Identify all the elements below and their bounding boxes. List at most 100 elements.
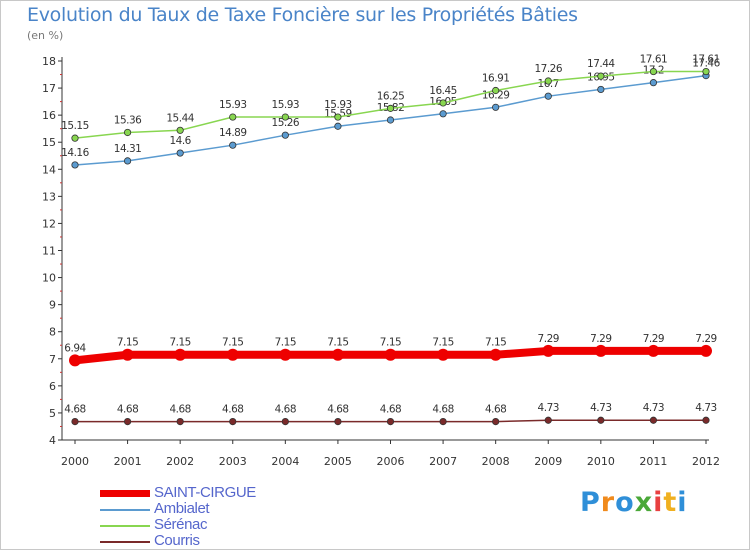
logo-letter: i: [653, 487, 664, 518]
x-tick-label: 2000: [61, 455, 89, 468]
logo-letter: i: [677, 487, 688, 518]
logo-letter: x: [634, 487, 654, 518]
data-label: 4.68: [327, 404, 348, 416]
data-point: [544, 77, 552, 85]
data-label: 4.73: [538, 402, 559, 414]
data-label: 4.68: [380, 404, 401, 416]
data-label: 7.15: [485, 337, 506, 349]
data-point: [542, 344, 555, 357]
y-unit-label: (en %): [27, 29, 64, 42]
data-label: 15.93: [324, 99, 352, 111]
data-point: [226, 348, 239, 361]
legend-swatch: [100, 509, 150, 511]
data-point: [544, 416, 552, 424]
data-label: 17.61: [640, 54, 668, 66]
data-label: 7.15: [222, 337, 243, 349]
proxiti-logo: Proxiti: [580, 487, 688, 518]
data-label: 15.93: [219, 99, 247, 111]
data-label: 15.44: [166, 112, 194, 124]
data-point: [386, 104, 395, 112]
data-point: [544, 92, 552, 100]
data-point: [384, 348, 397, 361]
data-point: [492, 417, 500, 426]
data-label: 6.94: [64, 342, 86, 354]
data-point: [597, 416, 605, 424]
logo-letter: P: [580, 487, 601, 518]
data-point: [174, 348, 187, 361]
data-label: 14.6: [169, 135, 191, 147]
data-label: 17.61: [692, 54, 720, 66]
data-label: 14.31: [114, 143, 142, 155]
data-point: [229, 113, 237, 121]
data-point: [439, 417, 447, 426]
data-label: 4.68: [432, 404, 453, 416]
data-label: 7.29: [643, 333, 664, 345]
x-tick-label: 2007: [429, 455, 457, 468]
data-point: [121, 348, 134, 361]
data-label: 7.29: [590, 333, 611, 345]
legend-swatch: [100, 525, 150, 527]
data-point: [647, 344, 660, 357]
data-label: 4.73: [590, 402, 611, 414]
data-point: [334, 122, 342, 130]
data-point: [334, 417, 342, 426]
data-point: [331, 348, 344, 361]
data-label: 16.91: [482, 73, 510, 85]
y-tick-label: 7: [49, 353, 56, 366]
data-label: 7.15: [169, 337, 190, 349]
logo-letter: o: [615, 487, 635, 518]
data-label: 17.44: [587, 58, 615, 70]
y-tick-label: 10: [42, 272, 56, 285]
data-point: [386, 116, 395, 124]
data-point: [176, 126, 184, 134]
data-point: [439, 110, 447, 118]
data-point: [437, 348, 450, 361]
data-point: [71, 417, 79, 426]
y-tick-label: 5: [49, 407, 56, 420]
chart-title: Evolution du Taux de Taxe Foncière sur l…: [27, 4, 578, 26]
data-point: [69, 354, 81, 367]
data-label: 4.73: [643, 402, 664, 414]
x-tick-label: 2001: [114, 455, 142, 468]
legend-label: Ambialet: [154, 500, 210, 517]
y-tick-label: 13: [42, 190, 56, 203]
data-point: [281, 417, 289, 426]
data-label: 7.15: [432, 337, 453, 349]
legend-label: SAINT-CIRGUE: [154, 484, 256, 501]
data-point: [281, 113, 289, 121]
data-label: 4.68: [64, 404, 85, 416]
y-tick-label: 14: [42, 163, 56, 176]
data-label: 16.25: [377, 90, 405, 102]
x-tick-label: 2008: [482, 455, 510, 468]
data-point: [71, 134, 79, 142]
data-point: [281, 131, 289, 139]
data-point: [702, 67, 710, 76]
data-label: 7.15: [380, 337, 401, 349]
data-point: [597, 72, 605, 80]
data-point: [489, 348, 502, 361]
legend-swatch: [100, 541, 150, 543]
data-label: 14.16: [61, 147, 89, 159]
data-label: 4.68: [117, 404, 138, 416]
data-label: 7.15: [327, 337, 348, 349]
data-label: 4.68: [222, 404, 243, 416]
legend-label: Sérénac: [154, 516, 208, 533]
data-point: [123, 157, 132, 165]
y-tick-label: 12: [42, 217, 56, 230]
data-point: [386, 417, 395, 426]
data-label: 7.29: [538, 333, 559, 345]
data-point: [649, 79, 658, 87]
data-label: 4.68: [169, 404, 190, 416]
data-label: 17.46: [692, 58, 720, 70]
data-point: [123, 128, 132, 137]
y-tick-label: 17: [42, 82, 56, 95]
x-tick-label: 2006: [377, 455, 405, 468]
data-point: [229, 417, 237, 426]
x-tick-label: 2004: [271, 455, 299, 468]
data-point: [700, 344, 712, 357]
data-label: 15.26: [272, 117, 300, 129]
data-label: 15.15: [61, 120, 89, 132]
y-tick-label: 15: [42, 136, 56, 149]
data-point: [176, 417, 184, 426]
